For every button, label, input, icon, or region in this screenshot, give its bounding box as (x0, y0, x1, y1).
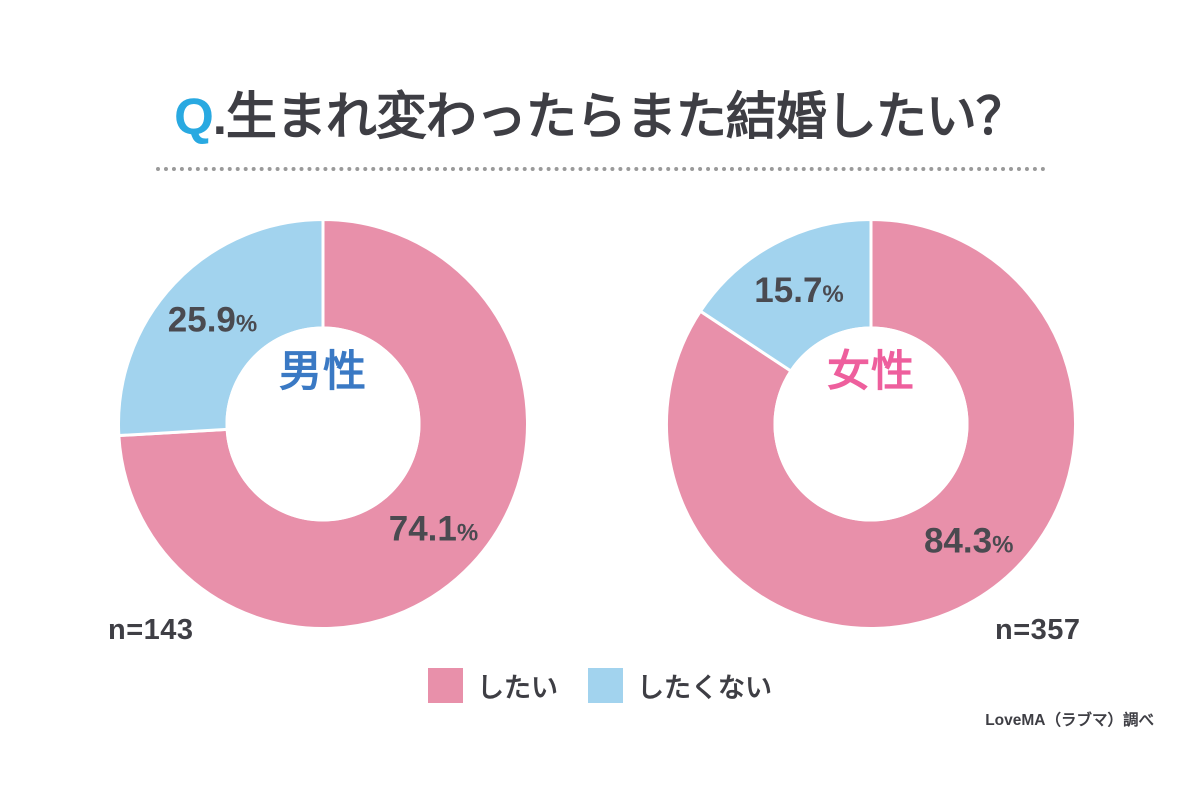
title-block: Q.生まれ変わったらまた結婚したい？ (0, 88, 1200, 147)
donut-chart-male: 74.1% 25.9% 男性 (117, 218, 529, 630)
dotted-divider (156, 167, 1046, 171)
donut-hole (225, 326, 421, 522)
legend-label-not-want: したくない (637, 673, 772, 703)
female-center-label: 女性 (827, 348, 915, 396)
male-center-label: 男性 (279, 348, 367, 396)
slice-percent-label-want: 84.3% (924, 521, 1013, 560)
legend-swatch-not-want (588, 668, 623, 703)
donut-svg-female: 84.3% 15.7% (665, 218, 1077, 630)
page-title: Q.生まれ変わったらまた結婚したい？ (0, 88, 1200, 147)
legend-item-not-want: したくない (588, 666, 772, 705)
title-q-accent: Q (174, 88, 214, 145)
donut-chart-female: 84.3% 15.7% 女性 (665, 218, 1077, 630)
source-credit: LoveMA（ラブマ）調べ (985, 712, 1154, 729)
female-sample-size: n=357 (995, 614, 1081, 646)
donut-svg-male: 74.1% 25.9% (117, 218, 529, 630)
slice-percent-label-not-want: 25.9% (168, 301, 257, 340)
title-question-text: .生まれ変わったらまた結婚したい？ (212, 88, 1027, 145)
slice-percent-label-not-want: 15.7% (754, 271, 843, 310)
legend-label-want: したい (477, 673, 558, 703)
male-sample-size: n=143 (108, 614, 194, 646)
slice-percent-label-want: 74.1% (389, 509, 478, 548)
legend-item-want: したい (428, 666, 558, 705)
legend: したい したくない (0, 666, 1200, 705)
legend-swatch-want (428, 668, 463, 703)
donut-hole (773, 326, 969, 522)
